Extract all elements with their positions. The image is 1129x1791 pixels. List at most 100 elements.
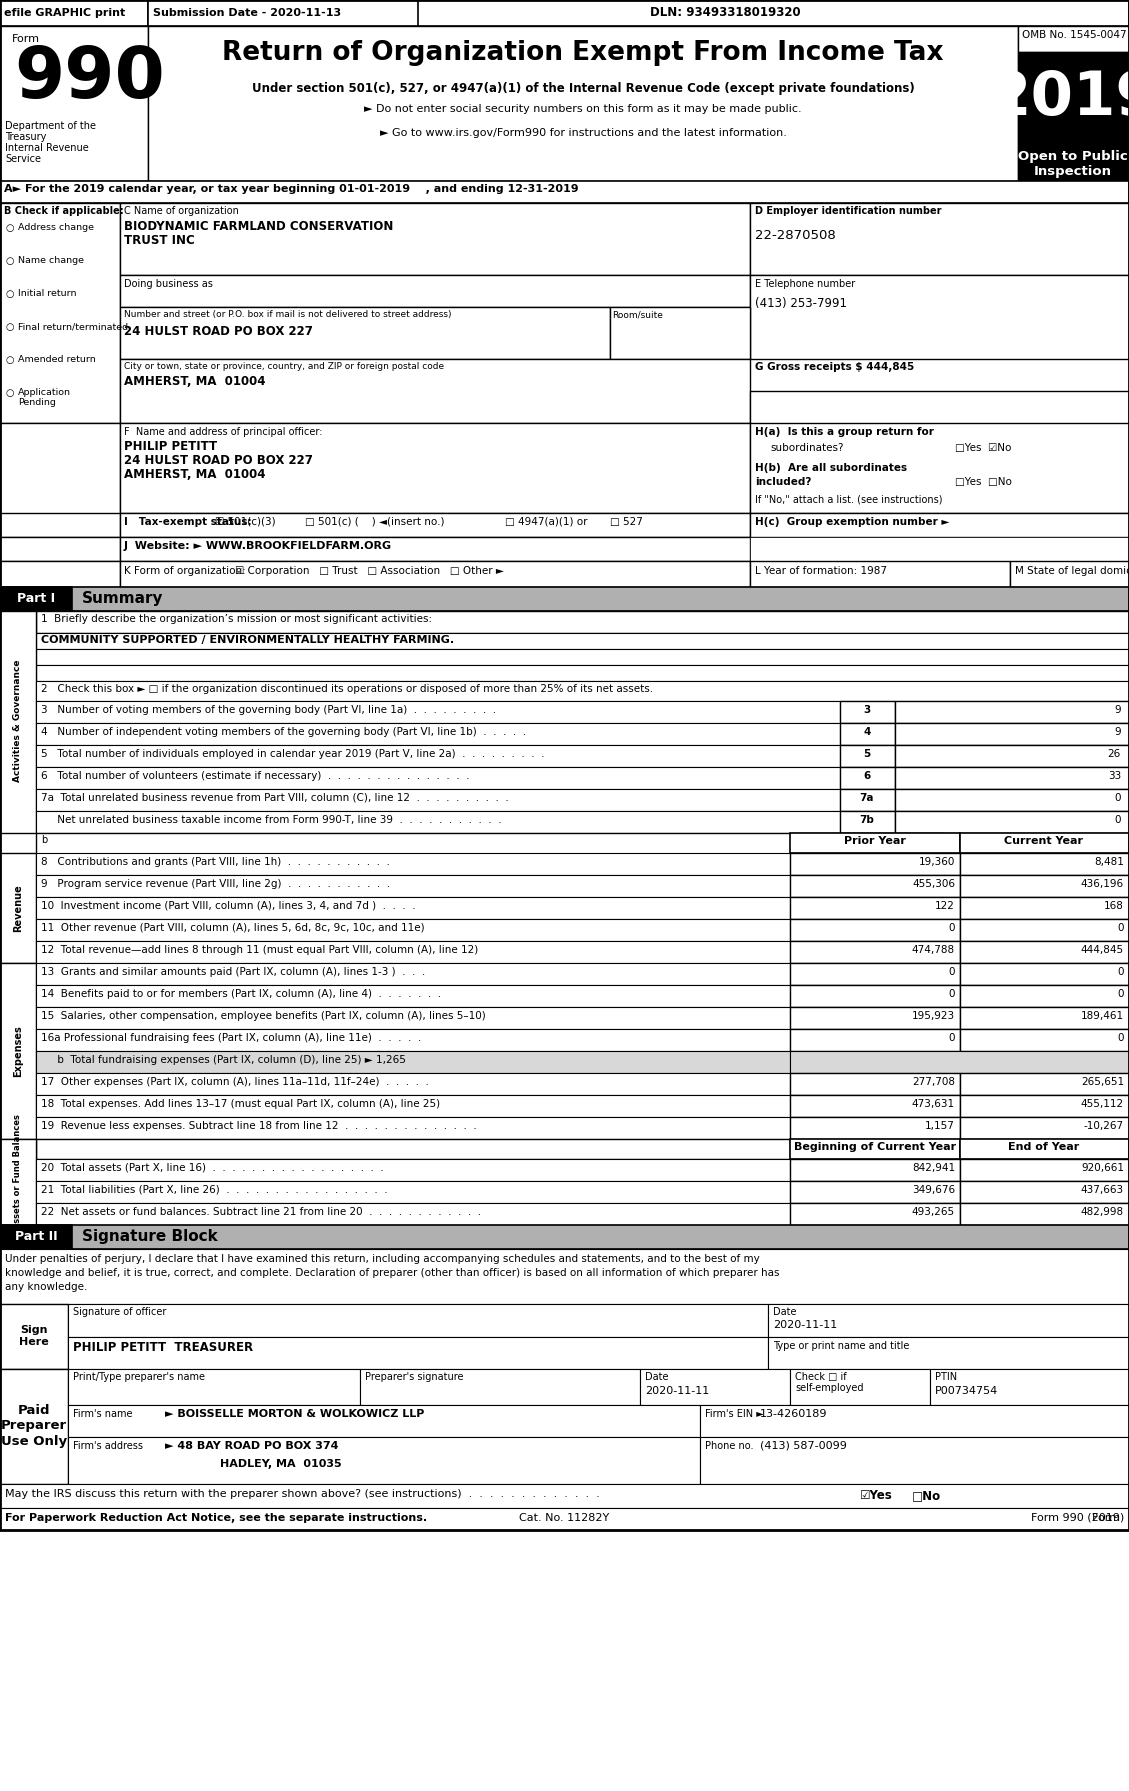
Bar [0, 1368, 68, 1485]
Text: COMMUNITY SUPPORTED / ENVIRONMENTALLY HEALTHY FARMING.: COMMUNITY SUPPORTED / ENVIRONMENTALLY HE… [41, 636, 454, 645]
Text: 168: 168 [1104, 901, 1124, 912]
Text: J  Website: ► WWW.BROOKFIELDFARM.ORG: J Website: ► WWW.BROOKFIELDFARM.ORG [124, 541, 392, 552]
Text: 1,157: 1,157 [925, 1121, 955, 1130]
Text: 920,661: 920,661 [1080, 1162, 1124, 1173]
Bar [750, 561, 1010, 587]
Bar [790, 833, 960, 853]
Bar [36, 648, 1129, 664]
Bar [36, 833, 840, 854]
Bar [36, 985, 790, 1007]
Bar [0, 537, 120, 561]
Bar [790, 876, 960, 897]
Text: 10  Investment income (Part VIII, column (A), lines 3, 4, and 7d )  .  .  .  .: 10 Investment income (Part VIII, column … [41, 901, 415, 912]
Bar [36, 1051, 790, 1073]
Bar [1018, 52, 1129, 147]
Bar [790, 940, 960, 964]
Text: Department of the: Department of the [5, 122, 96, 131]
Text: H(a)  Is this a group return for: H(a) Is this a group return for [755, 426, 934, 437]
Text: Form: Form [1093, 1513, 1124, 1522]
Text: 436,196: 436,196 [1080, 879, 1124, 888]
Text: Sign
Here: Sign Here [19, 1325, 49, 1347]
Bar [640, 1368, 790, 1404]
Bar [120, 423, 750, 512]
Text: Expenses: Expenses [14, 1024, 23, 1076]
Bar [840, 700, 895, 724]
Bar [0, 27, 148, 181]
Text: ☑ 501(c)(3): ☑ 501(c)(3) [215, 518, 275, 527]
Text: self-employed: self-employed [795, 1383, 864, 1393]
Text: HADLEY, MA  01035: HADLEY, MA 01035 [220, 1460, 342, 1469]
Text: ► BOISSELLE MORTON & WOLKOWICZ LLP: ► BOISSELLE MORTON & WOLKOWICZ LLP [165, 1410, 425, 1418]
Bar [68, 1338, 768, 1368]
Text: 13-4260189: 13-4260189 [760, 1410, 828, 1418]
Text: any knowledge.: any knowledge. [5, 1282, 87, 1291]
Bar [0, 202, 120, 423]
Bar [36, 876, 790, 897]
Bar [0, 587, 1129, 611]
Text: ► Go to www.irs.gov/Form990 for instructions and the latest information.: ► Go to www.irs.gov/Form990 for instruct… [379, 127, 787, 138]
Bar [36, 1094, 790, 1118]
Text: 5: 5 [864, 749, 870, 759]
Text: 455,112: 455,112 [1080, 1100, 1124, 1109]
Bar [750, 276, 1129, 358]
Bar [790, 919, 960, 940]
Bar [68, 1404, 700, 1436]
Bar [790, 1139, 960, 1159]
Bar [790, 1180, 960, 1204]
Text: Number and street (or P.O. box if mail is not delivered to street address): Number and street (or P.O. box if mail i… [124, 310, 452, 319]
Bar [895, 700, 1129, 724]
Text: ☑Yes: ☑Yes [860, 1488, 893, 1503]
Bar [36, 1159, 790, 1180]
Text: H(c)  Group exemption number ►: H(c) Group exemption number ► [755, 518, 949, 527]
Text: 20  Total assets (Part X, line 16)  .  .  .  .  .  .  .  .  .  .  .  .  .  .  . : 20 Total assets (Part X, line 16) . . . … [41, 1162, 384, 1173]
Text: PHILIP PETITT: PHILIP PETITT [124, 441, 217, 453]
Text: 7b: 7b [859, 815, 875, 826]
Bar [0, 1304, 68, 1368]
Text: Firm's address: Firm's address [73, 1442, 143, 1451]
Bar [36, 611, 1129, 632]
Bar [960, 940, 1129, 964]
Bar [750, 202, 1129, 276]
Text: -10,267: -10,267 [1084, 1121, 1124, 1130]
Text: Net unrelated business taxable income from Form 990-T, line 39  .  .  .  .  .  .: Net unrelated business taxable income fr… [41, 815, 501, 826]
Bar [750, 512, 1129, 537]
Bar [768, 1304, 1129, 1338]
Text: 195,923: 195,923 [912, 1010, 955, 1021]
Text: 4: 4 [864, 727, 870, 738]
Text: Phone no.: Phone no. [704, 1442, 753, 1451]
Text: 9   Program service revenue (Part VIII, line 2g)  .  .  .  .  .  .  .  .  .  .  : 9 Program service revenue (Part VIII, li… [41, 879, 391, 888]
Text: 13  Grants and similar amounts paid (Part IX, column (A), lines 1-3 )  .  .  .: 13 Grants and similar amounts paid (Part… [41, 967, 426, 978]
Bar [960, 1007, 1129, 1030]
Bar [1018, 27, 1129, 52]
Text: 16a Professional fundraising fees (Part IX, column (A), line 11e)  .  .  .  .  .: 16a Professional fundraising fees (Part … [41, 1033, 421, 1042]
Text: ○: ○ [5, 256, 14, 267]
Text: 0: 0 [948, 967, 955, 978]
Bar [840, 790, 895, 811]
Text: 3: 3 [864, 706, 870, 715]
Text: 0: 0 [1114, 815, 1121, 826]
Bar [68, 1436, 700, 1485]
Text: For Paperwork Reduction Act Notice, see the separate instructions.: For Paperwork Reduction Act Notice, see … [5, 1513, 427, 1522]
Text: Form 990 (2019): Form 990 (2019) [1031, 1513, 1124, 1522]
Bar [790, 1007, 960, 1030]
Text: 1  Briefly describe the organization’s mission or most significant activities:: 1 Briefly describe the organization’s mi… [41, 614, 432, 623]
Text: 0: 0 [948, 922, 955, 933]
Text: Beginning of Current Year: Beginning of Current Year [794, 1143, 956, 1152]
Text: May the IRS discuss this return with the preparer shown above? (see instructions: May the IRS discuss this return with the… [5, 1488, 599, 1499]
Bar [120, 561, 750, 587]
Text: □ 501(c) (    ) ◄(insert no.): □ 501(c) ( ) ◄(insert no.) [305, 518, 445, 527]
Text: TRUST INC: TRUST INC [124, 235, 194, 247]
Bar [840, 811, 895, 833]
Text: 0: 0 [1118, 1033, 1124, 1042]
Text: 8,481: 8,481 [1094, 858, 1124, 867]
Text: 122: 122 [935, 901, 955, 912]
Bar [960, 853, 1129, 876]
Bar [895, 790, 1129, 811]
Text: ☑ Corporation   □ Trust   □ Association   □ Other ►: ☑ Corporation □ Trust □ Association □ Ot… [235, 566, 504, 577]
Bar [36, 1180, 790, 1204]
Bar [960, 1073, 1129, 1094]
Bar [36, 853, 790, 876]
Bar [36, 632, 1129, 648]
Bar [148, 0, 418, 27]
Text: 17  Other expenses (Part IX, column (A), lines 11a–11d, 11f–24e)  .  .  .  .  .: 17 Other expenses (Part IX, column (A), … [41, 1076, 429, 1087]
